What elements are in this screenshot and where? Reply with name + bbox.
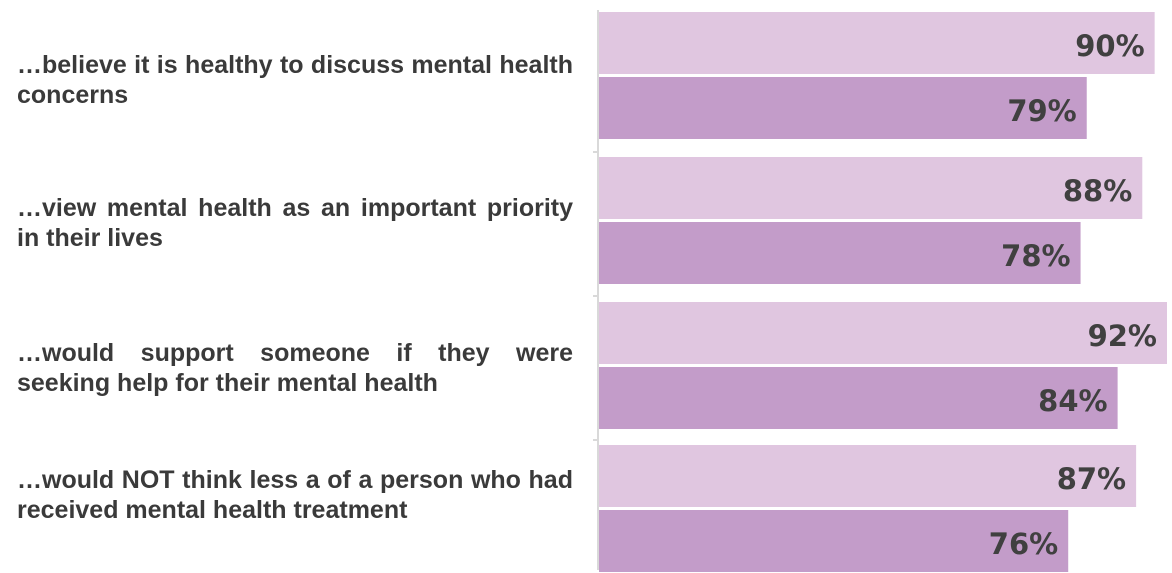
data-label-important-priority-series-2: 78% [1001, 239, 1070, 273]
data-label-healthy-to-discuss-series-1: 90% [1075, 29, 1144, 63]
bar-would-not-think-less-series-2 [599, 510, 1069, 572]
bar-important-priority-series-1 [599, 157, 1143, 219]
data-label-would-support-series-2: 84% [1038, 384, 1107, 418]
bar-healthy-to-discuss-series-2 [599, 77, 1087, 139]
bar-would-support-series-1 [599, 302, 1167, 364]
bar-healthy-to-discuss-series-1 [599, 12, 1155, 74]
bar-important-priority-series-2 [599, 222, 1081, 284]
category-label-would-support: …would support someone if they were seek… [17, 339, 573, 397]
category-axis-line [597, 10, 599, 570]
category-label-would-not-think-less: …would NOT think less a of a person who … [17, 466, 573, 524]
data-label-would-support-series-1: 92% [1088, 319, 1157, 353]
category-label-healthy-to-discuss: …believe it is healthy to discuss mental… [17, 51, 573, 109]
data-label-important-priority-series-1: 88% [1063, 174, 1132, 208]
bar-would-not-think-less-series-1 [599, 445, 1137, 507]
data-label-healthy-to-discuss-series-2: 79% [1007, 94, 1076, 128]
bar-would-support-series-2 [599, 367, 1118, 429]
data-label-would-not-think-less-series-1: 87% [1057, 462, 1126, 496]
category-label-important-priority: …view mental health as an important prio… [17, 194, 573, 252]
data-label-would-not-think-less-series-2: 76% [989, 527, 1058, 561]
